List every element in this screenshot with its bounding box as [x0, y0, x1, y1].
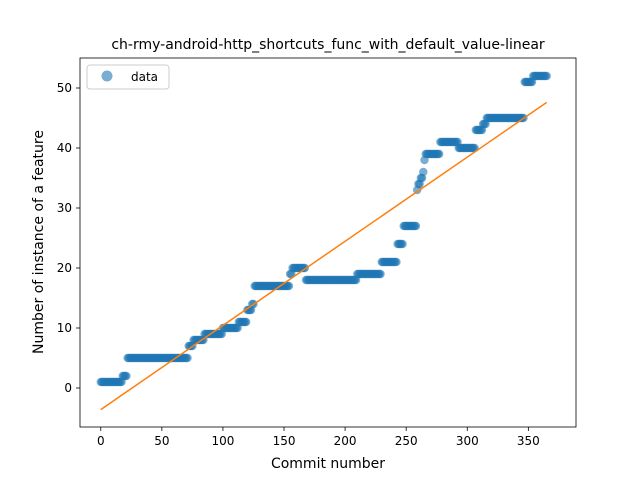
data-point — [376, 269, 385, 279]
axis-ticks: 0 50 100 150 200 250 300 350 0 10 20 30 40 50 — [57, 81, 540, 448]
data-point — [542, 71, 551, 81]
x-tick-label: 200 — [334, 434, 357, 448]
data-point — [398, 239, 407, 249]
data-point — [183, 353, 192, 363]
chart-title: ch-rmy-android-http_shortcuts_func_with_… — [111, 37, 545, 53]
x-tick-label: 100 — [211, 434, 234, 448]
data-point — [434, 149, 444, 159]
y-tick-label: 10 — [57, 321, 72, 335]
legend-label: data — [131, 70, 158, 84]
data-point — [392, 257, 401, 267]
x-tick-label: 50 — [154, 434, 169, 448]
data-point — [241, 317, 251, 327]
x-tick-label: 250 — [395, 434, 418, 448]
y-axis-label: Number of instance of a feature — [31, 130, 47, 354]
legend: data — [86, 64, 170, 90]
y-tick-label: 0 — [64, 381, 72, 395]
legend-marker — [101, 70, 113, 82]
data-point — [284, 281, 294, 291]
fit-line — [100, 101, 548, 411]
y-tick-label: 40 — [57, 141, 72, 155]
plot-frame — [79, 57, 577, 428]
x-tick-label: 150 — [273, 434, 296, 448]
y-tick-label: 30 — [57, 201, 72, 215]
x-axis-label: Commit number — [271, 456, 385, 472]
data-point — [411, 221, 421, 231]
data-point — [419, 167, 428, 177]
data-marks — [96, 71, 551, 411]
x-tick-label: 0 — [97, 434, 105, 448]
y-tick-label: 50 — [57, 81, 72, 95]
x-tick-label: 350 — [517, 434, 540, 448]
data-point — [122, 371, 131, 381]
y-tick-label: 20 — [57, 261, 72, 275]
x-tick-label: 300 — [456, 434, 479, 448]
